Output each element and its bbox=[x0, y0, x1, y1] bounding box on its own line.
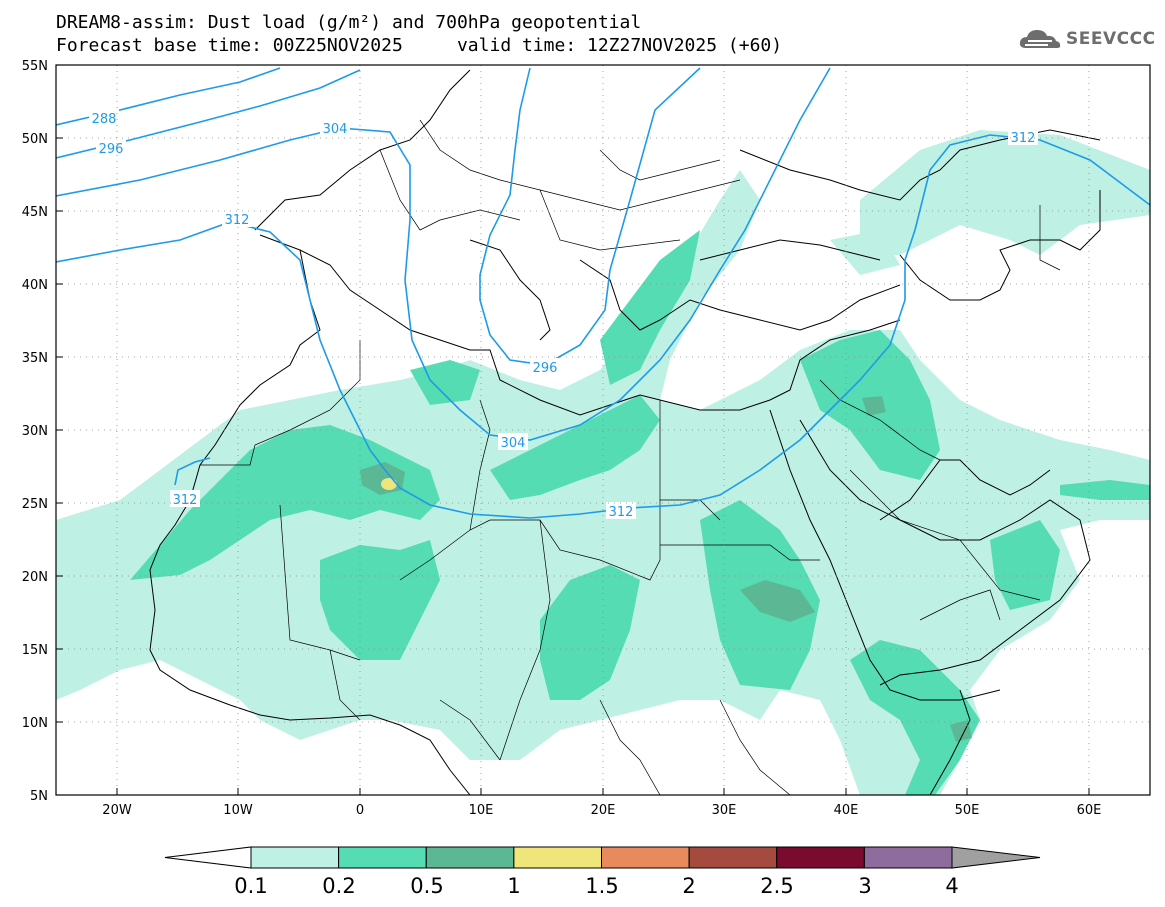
colorbar-high-arrow bbox=[951, 846, 1041, 869]
contour-label: 312 bbox=[225, 213, 250, 228]
lon-label: 0 bbox=[356, 803, 364, 818]
colorbar-label: 0.5 bbox=[410, 874, 443, 898]
colorbar-label: 0.2 bbox=[322, 874, 355, 898]
lon-label: 30E bbox=[712, 803, 737, 818]
colorbar-label: 0.1 bbox=[234, 874, 267, 898]
colorbar-swatch bbox=[601, 846, 690, 869]
lat-label: 10N bbox=[22, 716, 48, 731]
dust-layer-light bbox=[56, 130, 1150, 795]
lon-label: 50E bbox=[955, 803, 980, 818]
colorbar-swatch bbox=[338, 846, 427, 869]
lon-label: 60E bbox=[1077, 803, 1102, 818]
lat-label: 30N bbox=[22, 424, 48, 439]
colorbar-swatch bbox=[776, 846, 865, 869]
contour-label: 296 bbox=[533, 361, 558, 376]
title-line-1: DREAM8-assim: Dust load (g/m²) and 700hP… bbox=[56, 12, 642, 33]
lat-label: 50N bbox=[22, 132, 48, 147]
lat-label: 55N bbox=[22, 59, 48, 74]
contour-label: 304 bbox=[501, 436, 526, 451]
latitude-labels: 55N 50N 45N 40N 35N 30N 25N 20N 15N 10N … bbox=[22, 59, 48, 804]
contour-label: 296 bbox=[99, 142, 124, 157]
contour-label: 312 bbox=[173, 493, 198, 508]
logo-text: SEEVCCC bbox=[1066, 29, 1156, 49]
lon-label: 20W bbox=[102, 803, 132, 818]
colorbar-swatch bbox=[425, 846, 515, 869]
map-area: 288 296 304 312 312 312 296 304 312 bbox=[56, 65, 1150, 795]
country-borders bbox=[200, 119, 1061, 795]
lat-label: 45N bbox=[22, 205, 48, 220]
lon-label: 10E bbox=[469, 803, 494, 818]
lat-label: 15N bbox=[22, 643, 48, 658]
colorbar-labels: 0.1 0.2 0.5 1 1.5 2 2.5 3 4 bbox=[234, 874, 958, 898]
colorbar bbox=[164, 846, 1041, 869]
colorbar-swatch bbox=[250, 846, 340, 869]
gridlines bbox=[56, 65, 1150, 795]
lon-label: 20E bbox=[591, 803, 616, 818]
colorbar-swatch bbox=[688, 846, 778, 869]
dust-peak-cell bbox=[381, 478, 397, 490]
colorbar-swatch bbox=[513, 846, 602, 869]
colorbar-label: 1.5 bbox=[585, 874, 618, 898]
lat-label: 35N bbox=[22, 351, 48, 366]
contour-label: 312 bbox=[1011, 131, 1036, 146]
tick-marks bbox=[56, 64, 1090, 795]
colorbar-label: 1 bbox=[507, 874, 520, 898]
colorbar-swatch bbox=[863, 846, 953, 869]
contour-label: 288 bbox=[92, 112, 117, 127]
contour-label: 312 bbox=[609, 505, 634, 520]
lat-label: 25N bbox=[22, 497, 48, 512]
cloud-icon bbox=[1019, 30, 1061, 48]
colorbar-low-arrow bbox=[164, 846, 252, 869]
contour-label: 304 bbox=[323, 122, 348, 137]
lat-label: 20N bbox=[22, 570, 48, 585]
lat-label: 5N bbox=[30, 789, 48, 804]
lon-label: 10W bbox=[223, 803, 253, 818]
dust-layer-medium bbox=[130, 230, 1150, 795]
lat-label: 40N bbox=[22, 278, 48, 293]
colorbar-label: 4 bbox=[945, 874, 958, 898]
seevccc-logo: SEEVCCC bbox=[1018, 26, 1156, 52]
colorbar-label: 2 bbox=[682, 874, 695, 898]
lon-label: 40E bbox=[834, 803, 859, 818]
contour-label-group: 288 296 304 312 312 312 296 304 312 bbox=[89, 109, 1038, 520]
longitude-labels: 20W 10W 0 10E 20E 30E 40E 50E 60E bbox=[102, 803, 1101, 818]
colorbar-label: 3 bbox=[858, 874, 871, 898]
colorbar-label: 2.5 bbox=[760, 874, 793, 898]
title-line-2: Forecast base time: 00Z25NOV2025 valid t… bbox=[56, 35, 783, 56]
